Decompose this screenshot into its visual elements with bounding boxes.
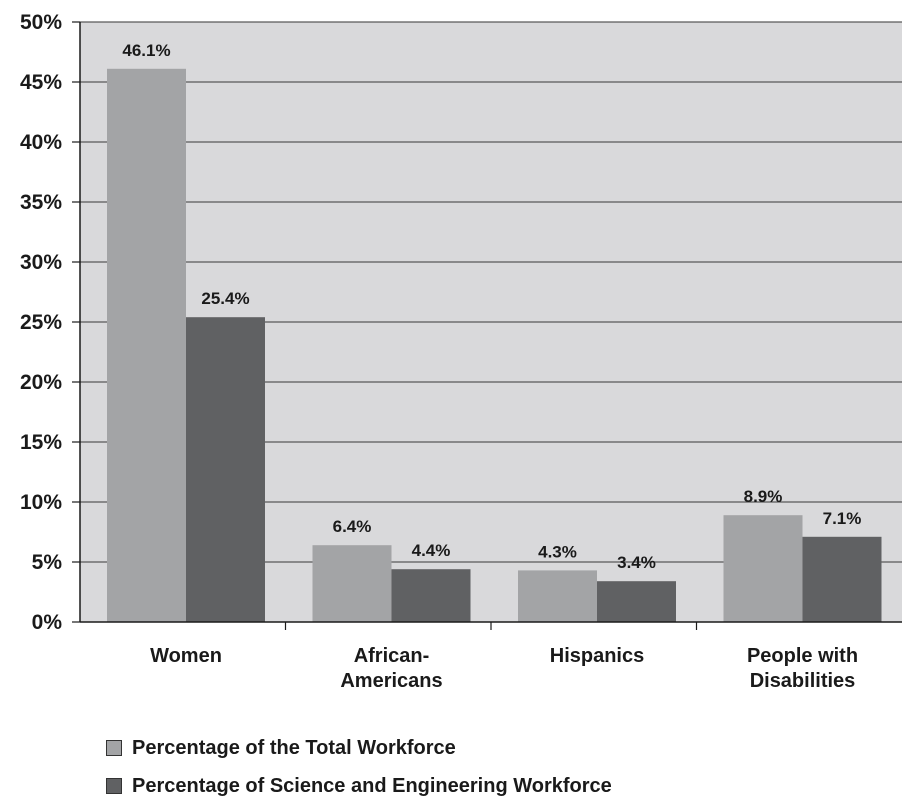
y-tick-label: 10% <box>20 491 62 514</box>
x-tick-label: African-Americans <box>340 645 442 692</box>
bar-science-engineering <box>186 317 265 622</box>
bar-total <box>107 68 186 623</box>
y-tick-label: 40% <box>20 131 62 154</box>
bars <box>107 68 882 623</box>
y-axis-tick-labels: 0% 5% 10% 15% 20% 25% 30% 35% 40% 45% 50% <box>20 11 80 634</box>
bar-science-engineering <box>802 536 882 622</box>
legend-label-total-workforce: Percentage of the Total Workforce <box>132 736 456 759</box>
y-tick-label: 45% <box>20 71 62 94</box>
legend-swatch-total-workforce <box>106 740 122 756</box>
y-tick-label: 15% <box>20 431 62 454</box>
y-tick-label: 0% <box>32 611 63 634</box>
data-label: 46.1% <box>122 41 170 60</box>
legend-item-science-engineering-workforce: Percentage of Science and Engineering Wo… <box>106 773 612 799</box>
y-tick-label: 35% <box>20 191 62 214</box>
x-tick-label: Women <box>150 645 222 667</box>
data-label: 4.4% <box>412 541 451 560</box>
data-label: 3.4% <box>617 553 656 572</box>
data-label: 4.3% <box>538 542 577 561</box>
bar-science-engineering <box>391 569 471 622</box>
data-label: 8.9% <box>744 487 783 506</box>
x-tick-label: Hispanics <box>550 645 644 667</box>
data-labels: 46.1% 25.4% 6.4% 4.4% 4.3% 3.4% 8.9% 7.1% <box>122 41 861 572</box>
legend: Percentage of the Total Workforce Percen… <box>106 735 612 811</box>
legend-swatch-science-engineering-workforce <box>106 778 122 794</box>
bar-total <box>723 515 803 622</box>
y-tick-label: 50% <box>20 11 62 34</box>
data-label: 7.1% <box>823 509 862 528</box>
bar-total <box>312 545 392 622</box>
legend-item-total-workforce: Percentage of the Total Workforce <box>106 735 612 761</box>
y-tick-label: 25% <box>20 311 62 334</box>
bar-science-engineering <box>597 581 676 622</box>
x-axis-tick-labels: Women African-Americans Hispanics People wi… <box>150 622 858 692</box>
x-tick-label: People with Disabilities <box>747 645 858 692</box>
y-tick-label: 20% <box>20 371 62 394</box>
bar-total <box>518 570 597 622</box>
y-tick-label: 5% <box>32 551 63 574</box>
y-tick-label: 30% <box>20 251 62 274</box>
data-label: 25.4% <box>201 289 249 308</box>
legend-label-science-engineering-workforce: Percentage of Science and Engineering Wo… <box>132 774 612 797</box>
data-label: 6.4% <box>333 517 372 536</box>
